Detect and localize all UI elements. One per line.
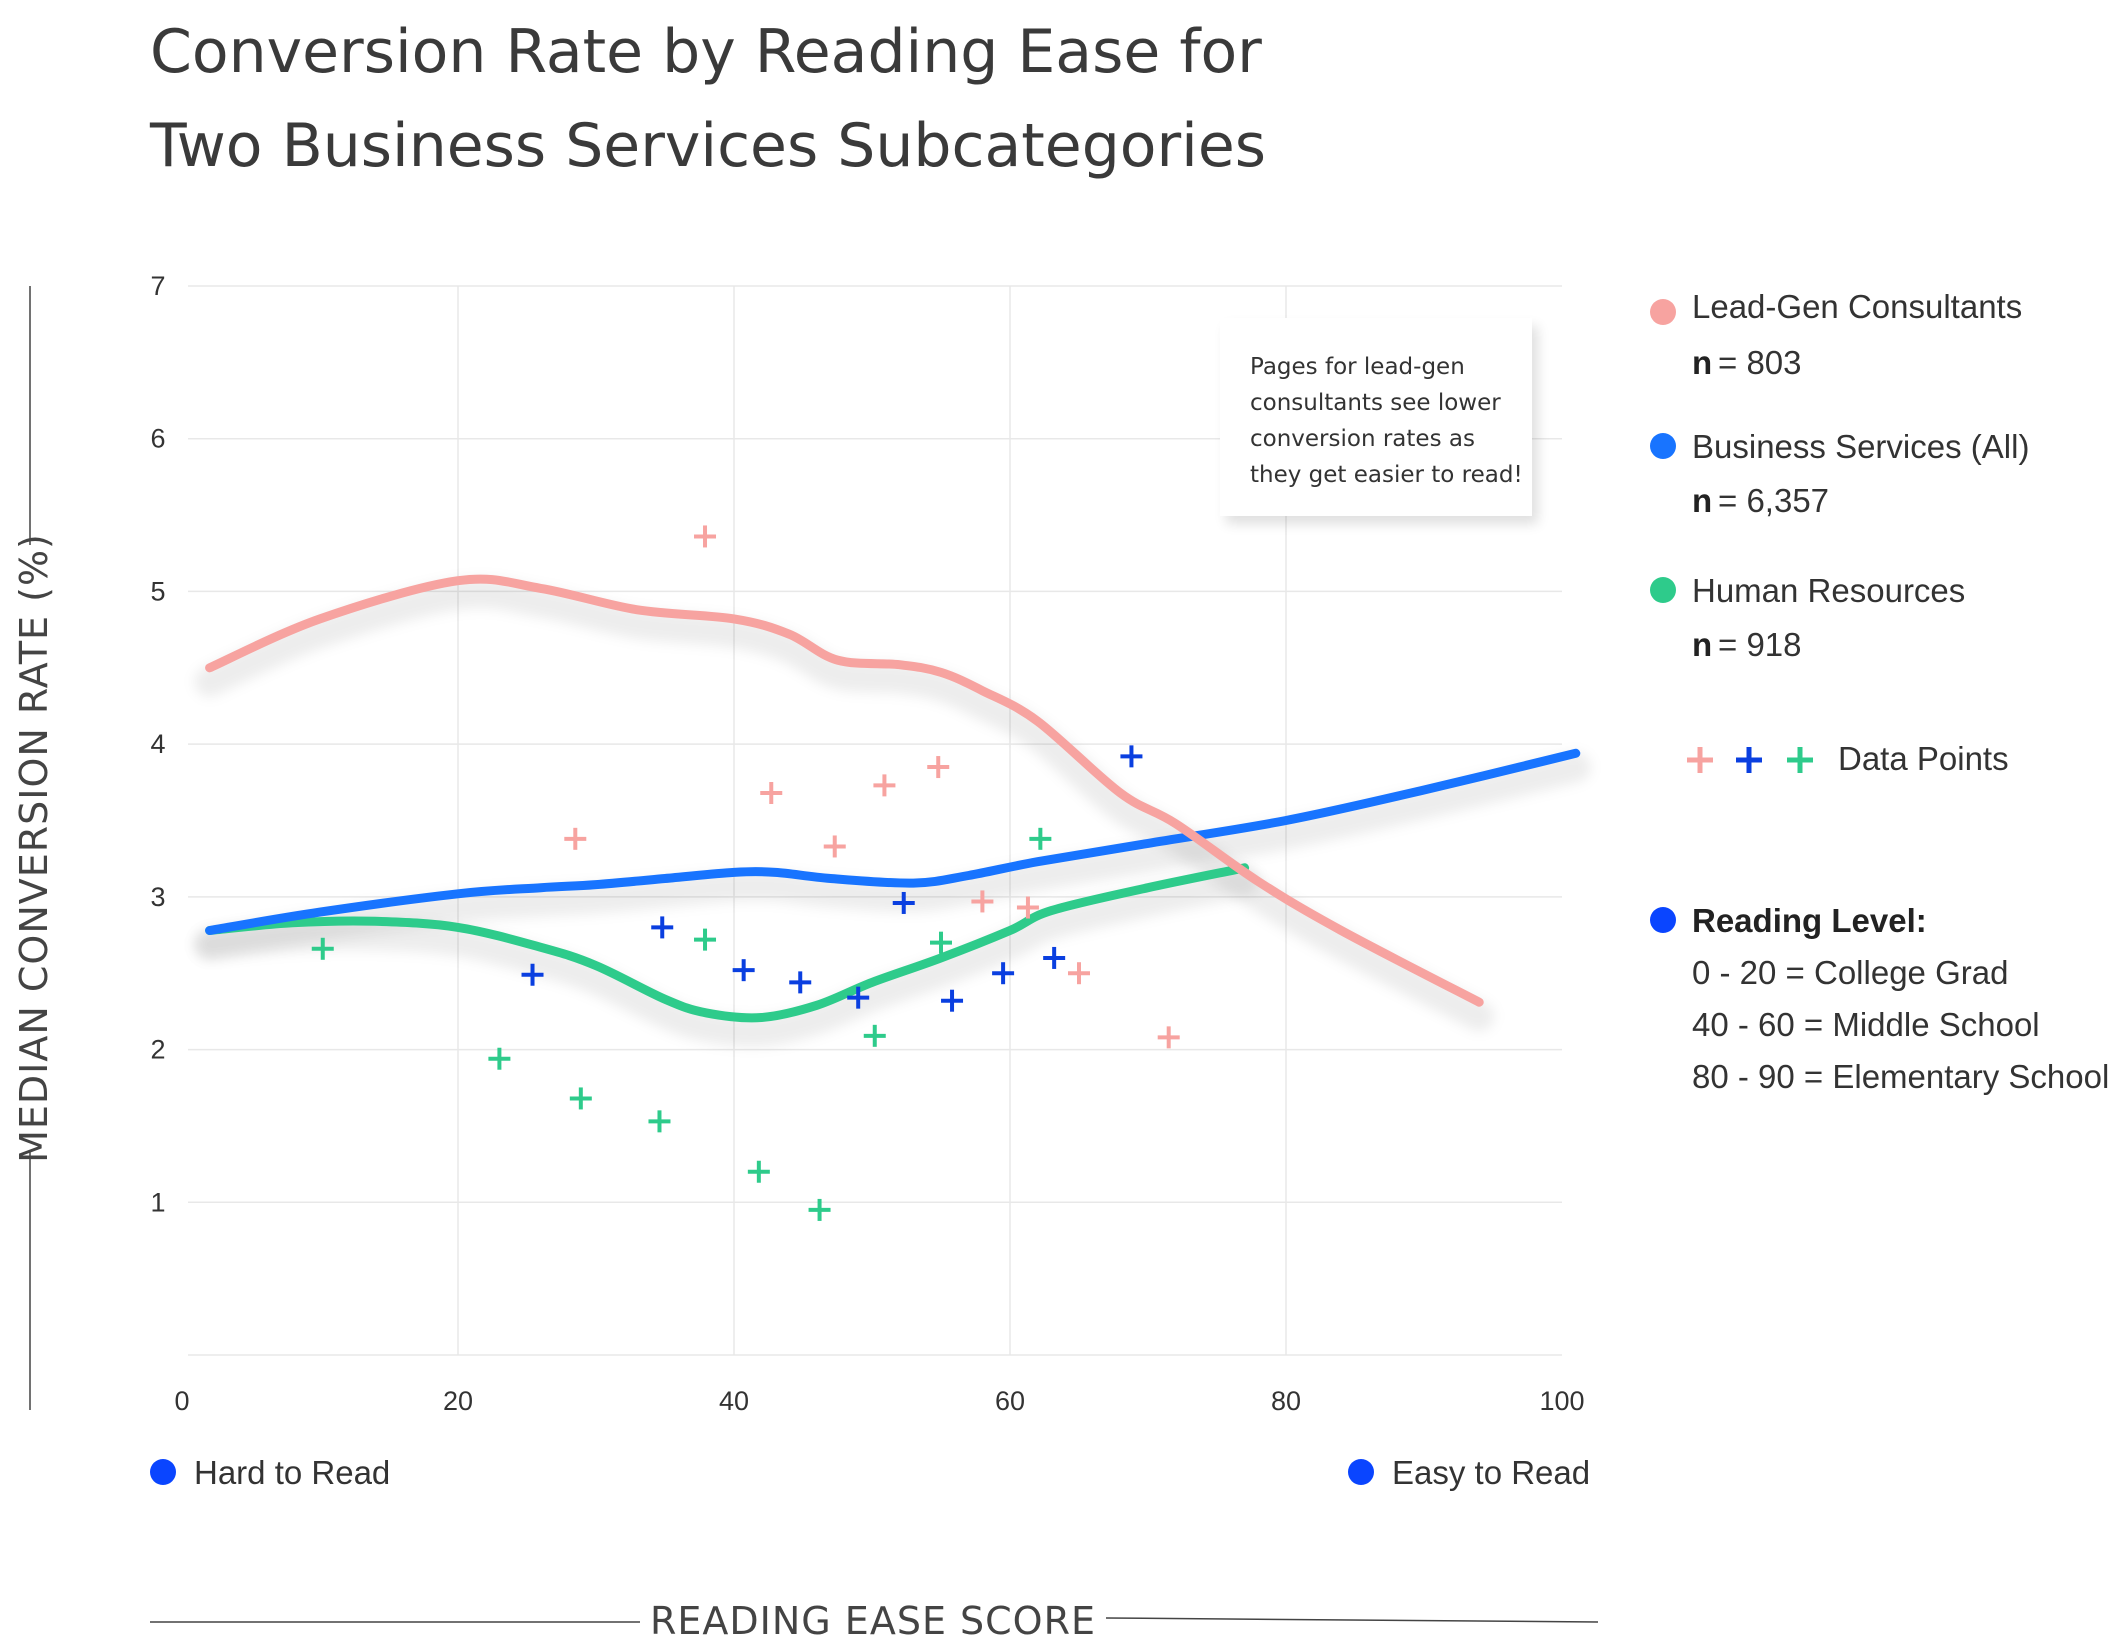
point-human-resources-10: [1029, 827, 1052, 850]
point-business-services-1: [521, 963, 544, 986]
point-human-resources-1: [311, 937, 334, 960]
legend: Lead-Gen Consultants n = 803 Business Se…: [1650, 288, 2108, 1095]
y-tick-label: 5: [150, 576, 165, 606]
trend-lines: [205, 574, 1581, 1023]
easy-to-read-marker: [1348, 1459, 1374, 1485]
point-business-services-8: [992, 962, 1015, 985]
point-lead-gen-10: [1157, 1026, 1180, 1049]
legend-reading-level-title: Reading Level:: [1692, 902, 1927, 939]
y-tick-label: 7: [150, 271, 165, 301]
point-business-services-4: [789, 971, 812, 994]
point-human-resources-7: [808, 1198, 831, 1221]
point-lead-gen-8: [1016, 896, 1039, 919]
y-tick-label: 6: [150, 424, 165, 454]
x-axis-label: READING EASE SCORE: [650, 1599, 1096, 1643]
legend-n-label-lead-gen: n: [1692, 344, 1712, 381]
trend-line-business-services: [205, 748, 1581, 935]
point-business-services-5: [847, 986, 870, 1009]
x-tick-label: 80: [1271, 1386, 1301, 1416]
point-human-resources-3: [569, 1087, 592, 1110]
point-lead-gen-6: [927, 756, 950, 779]
easy-to-read-label: Easy to Read: [1392, 1454, 1590, 1491]
legend-label-business-services: Business Services (All): [1692, 428, 2029, 465]
annotation-line-4: they get easier to read!: [1250, 462, 1523, 488]
legend-data-point-markers: [1687, 747, 1813, 773]
legend-label-data-points: Data Points: [1838, 740, 2009, 777]
point-human-resources-4: [648, 1110, 671, 1133]
x-axis-rule-right: [1105, 1617, 1599, 1623]
annotation-line-2: consultants see lower: [1250, 390, 1501, 416]
annotation-card: [1220, 318, 1532, 516]
y-axis-label: MEDIAN CONVERSION RATE (%): [12, 533, 56, 1163]
chart-title-line-2: Two Business Services Subcategories: [149, 111, 1266, 181]
hard-to-read-label: Hard to Read: [194, 1454, 390, 1491]
hard-to-read-marker: [150, 1459, 176, 1485]
legend-label-human-resources: Human Resources: [1692, 572, 1965, 609]
x-tick-label: 0: [174, 1386, 189, 1416]
x-tick-label: 40: [719, 1386, 749, 1416]
point-business-services-9: [1043, 946, 1066, 969]
point-human-resources-2: [488, 1047, 511, 1070]
legend-plus-lead-gen: [1687, 747, 1713, 773]
legend-label-lead-gen: Lead-Gen Consultants: [1692, 288, 2022, 325]
legend-reading-level-2: 40 - 60 = Middle School: [1692, 1006, 2040, 1043]
point-business-services-6: [892, 891, 915, 914]
point-human-resources-6: [747, 1160, 770, 1183]
legend-n-label-human-resources: n: [1692, 626, 1712, 663]
legend-marker-lead-gen: [1650, 299, 1676, 325]
legend-marker-reading-level: [1650, 907, 1676, 933]
legend-reading-level-3: 80 - 90 = Elementary School: [1692, 1058, 2108, 1095]
x-tick-label: 20: [443, 1386, 473, 1416]
legend-n-value-business-services: = 6,357: [1718, 482, 1829, 519]
legend-marker-human-resources: [1650, 577, 1676, 603]
legend-plus-business-services: [1736, 747, 1762, 773]
point-business-services-2: [651, 916, 674, 939]
legend-n-value-lead-gen: = 803: [1718, 344, 1802, 381]
trend-shadow-business-services: [194, 752, 1591, 960]
point-human-resources-5: [694, 928, 717, 951]
trend-shadow-lead-gen: [194, 578, 1495, 1032]
x-axis-ticks: 0 20 40 60 80 100: [174, 1386, 1584, 1416]
y-tick-label: 4: [150, 729, 165, 759]
point-human-resources-9: [930, 931, 952, 954]
point-lead-gen-2: [694, 525, 717, 548]
x-tick-label: 60: [995, 1386, 1025, 1416]
y-axis-ticks: 1 2 3 4 5 6 7: [150, 271, 165, 1217]
point-business-services-3: [732, 959, 755, 982]
chart-title-line-1: Conversion Rate by Reading Ease for: [150, 17, 1262, 87]
point-lead-gen-4: [823, 835, 846, 858]
point-lead-gen-9: [1068, 962, 1090, 985]
point-business-services-10: [1120, 745, 1143, 768]
x-tick-label: 100: [1539, 1386, 1584, 1416]
legend-reading-level-1: 0 - 20 = College Grad: [1692, 954, 2008, 991]
point-lead-gen-7: [971, 890, 994, 913]
legend-n-label-business-services: n: [1692, 482, 1712, 519]
trend-shadow-human-resources: [194, 866, 1260, 1047]
annotation-box: Pages for lead-gen consultants see lower…: [1220, 318, 1538, 524]
legend-marker-business-services: [1650, 433, 1676, 459]
data-points: [311, 525, 1180, 1221]
y-tick-label: 2: [150, 1035, 165, 1065]
trend-shadows: [194, 578, 1591, 1047]
annotation-line-3: conversion rates as: [1250, 426, 1475, 452]
point-lead-gen-5: [873, 774, 896, 797]
point-business-services-7: [941, 989, 964, 1012]
point-human-resources-8: [863, 1024, 886, 1047]
annotation-line-1: Pages for lead-gen: [1250, 354, 1465, 380]
trend-line-human-resources: [205, 863, 1250, 1023]
point-lead-gen-1: [564, 827, 587, 850]
y-tick-label: 1: [150, 1187, 165, 1217]
legend-n-value-human-resources: = 918: [1718, 626, 1802, 663]
legend-plus-human-resources: [1787, 747, 1813, 773]
y-tick-label: 3: [150, 882, 165, 912]
point-lead-gen-3: [760, 782, 783, 805]
trend-line-lead-gen: [205, 574, 1484, 1007]
